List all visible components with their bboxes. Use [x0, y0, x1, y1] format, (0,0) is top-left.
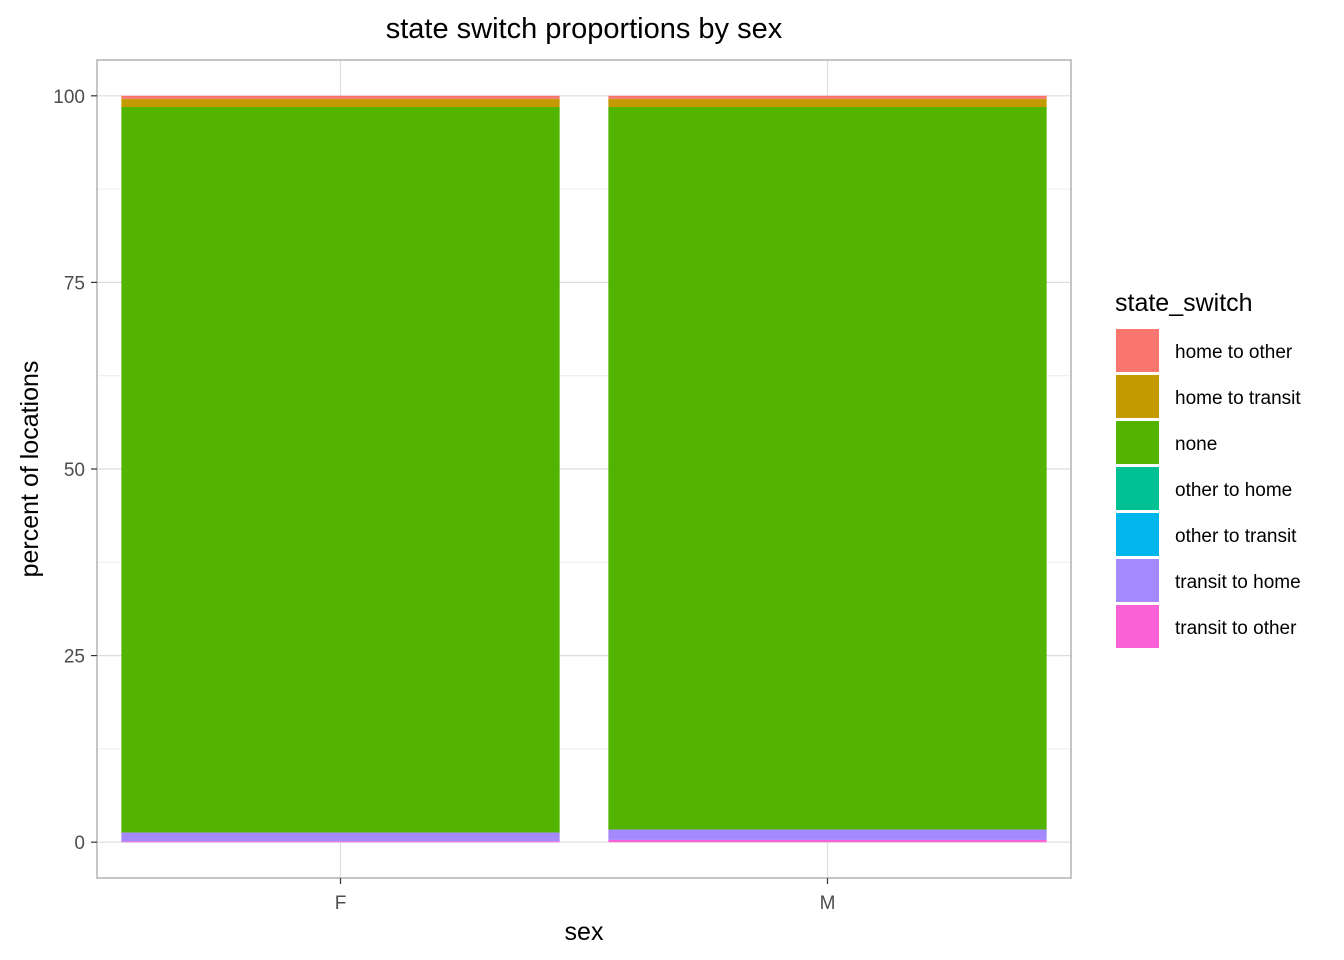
bar-segment	[608, 829, 1047, 840]
y-tick-label: 50	[64, 460, 85, 481]
y-tick-label: 75	[64, 273, 85, 294]
legend-swatch	[1116, 375, 1159, 418]
plot-panel	[96, 59, 1072, 879]
bar-segment	[608, 107, 1047, 830]
chart-title: state switch proportions by sex	[386, 13, 783, 45]
legend-items: home to other home to transit none other to…	[1116, 329, 1301, 648]
bars	[121, 95, 1047, 843]
bar-segment	[608, 95, 1047, 99]
legend-label: home to transit	[1175, 388, 1301, 409]
x-tick-label: F	[335, 893, 347, 914]
bar-segment	[121, 832, 560, 842]
y-axis: 0 25 50 75 100	[53, 87, 97, 854]
y-tick-label: 25	[64, 647, 85, 668]
y-tick-label: 0	[74, 833, 85, 854]
legend-swatch	[1116, 513, 1159, 556]
legend-title: state_switch	[1115, 289, 1253, 317]
legend-label: other to home	[1175, 480, 1292, 501]
bar-segment	[121, 841, 560, 843]
legend-label: home to other	[1175, 342, 1293, 363]
x-axis-title: sex	[565, 918, 604, 946]
legend-swatch	[1116, 467, 1159, 510]
y-axis-title: percent of locations	[16, 361, 44, 578]
legend-swatch	[1116, 605, 1159, 648]
legend-swatch	[1116, 329, 1159, 372]
x-tick-label: M	[820, 893, 836, 914]
legend-label: other to transit	[1175, 526, 1297, 547]
y-tick-label: 100	[53, 87, 85, 108]
legend-label: none	[1175, 434, 1217, 455]
legend-label: transit to home	[1175, 572, 1301, 593]
legend-swatch	[1116, 559, 1159, 602]
bar-segment	[121, 107, 560, 833]
legend-label: transit to other	[1175, 618, 1297, 639]
bar-segment	[608, 98, 1047, 108]
legend: state_switch home to other home to transi…	[1115, 289, 1301, 648]
bar-segment	[121, 95, 560, 99]
bar-segment	[608, 839, 1047, 843]
bar-segment	[121, 98, 560, 108]
legend-swatch	[1116, 421, 1159, 464]
